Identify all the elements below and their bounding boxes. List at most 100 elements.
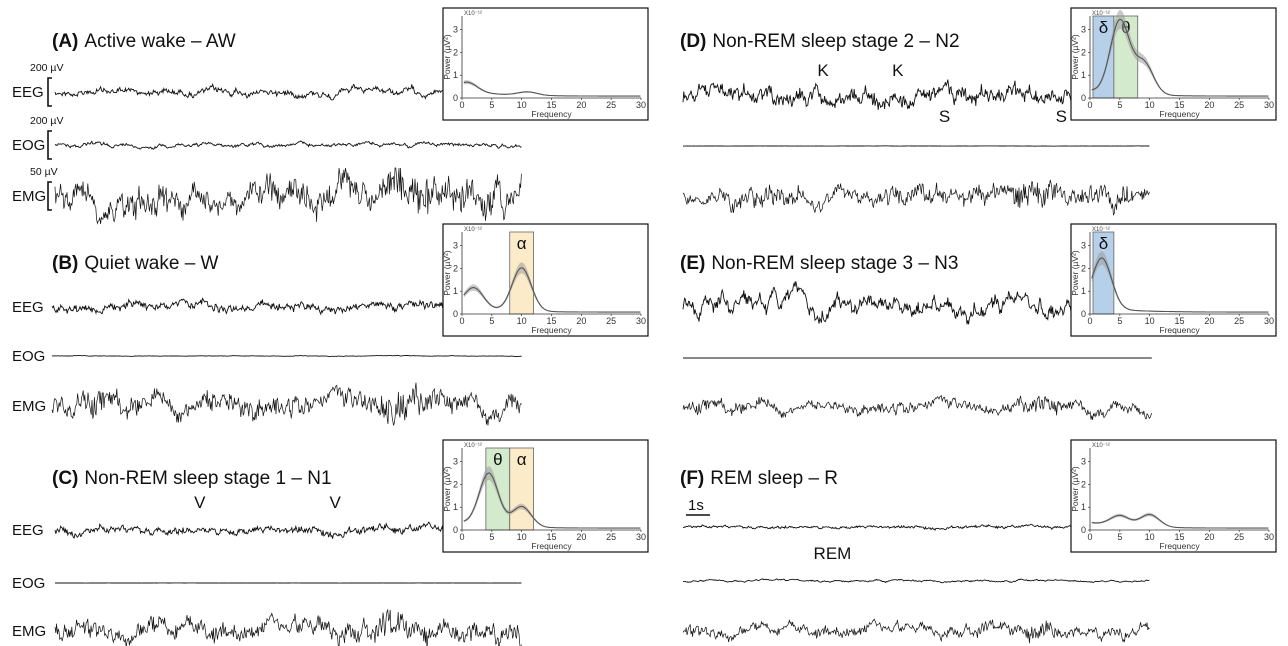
inset-y-tick: 3 — [453, 241, 458, 251]
panel-c: (C) Non-REM sleep stage 1 – N1 EEG EOG EMG V V… — [12, 439, 649, 646]
scale-bar-label: 50 µV — [30, 166, 58, 178]
channel-label: EMG — [12, 398, 46, 415]
band-symbol: δ — [1099, 234, 1108, 253]
inset-exponent: X10⁻¹² — [464, 227, 482, 233]
inset-x-tick: 5 — [489, 100, 494, 110]
power-spectrum-inset: δ 0 5 10 15 20 25 30 0 1 2 3 Frequency Power (µV²) X10… — [1070, 223, 1277, 337]
spectrum-curve — [1091, 18, 1269, 97]
event-marker: K — [817, 61, 829, 80]
inset-y-label: Power (µV²) — [1070, 250, 1080, 296]
channel-label: EMG — [12, 188, 46, 205]
inset-x-tick: 15 — [546, 532, 556, 542]
panel-title-text: Non-REM sleep stage 2 – N2 — [712, 31, 959, 52]
inset-y-tick: 2 — [453, 479, 458, 489]
inset-x-tick: 20 — [1204, 100, 1214, 110]
emg-trace — [682, 179, 1150, 216]
inset-exponent: X10⁻¹² — [1092, 11, 1110, 17]
inset-x-tick: 30 — [1264, 532, 1274, 542]
inset-y-label: Power (µV²) — [442, 34, 452, 80]
inset-x-label: Frequency — [531, 109, 572, 119]
inset-x-tick: 15 — [546, 100, 556, 110]
panel-tag: (B) — [52, 253, 78, 274]
panel-title-text: Quiet wake – W — [84, 253, 218, 274]
inset-y-tick: 0 — [1081, 525, 1086, 535]
inset-y-tick: 1 — [453, 70, 458, 80]
inset-x-tick: 5 — [1117, 100, 1122, 110]
inset-y-label: Power (µV²) — [442, 250, 452, 296]
inset-y-tick: 3 — [453, 25, 458, 35]
inset-y-label: Power (µV²) — [1070, 466, 1080, 512]
power-spectrum-inset: δθ0510152025300123FrequencyPower (µV²)X1… — [1070, 7, 1277, 121]
inset-x-tick: 25 — [1234, 100, 1244, 110]
panel-title: (D) Non-REM sleep stage 2 – N2 — [680, 31, 960, 52]
inset-x-tick: 0 — [459, 532, 464, 542]
power-spectrum-inset: 0 5 10 15 20 25 30 0 1 2 3 Frequency Power (µV²) X10⁻… — [1070, 439, 1277, 553]
inset-y-tick: 2 — [1081, 263, 1086, 273]
band-symbol: θ — [493, 450, 502, 469]
inset-exponent: X10⁻¹² — [1092, 227, 1110, 233]
inset-y-tick: 0 — [453, 309, 458, 319]
inset-y-tick: 3 — [1081, 457, 1086, 467]
inset-x-tick: 10 — [1145, 316, 1155, 326]
inset-x-tick: 0 — [459, 100, 464, 110]
inset-x-tick: 0 — [459, 316, 464, 326]
panel-d: (D)Non-REM sleep stage 2 – N2KKSSδθ05101… — [680, 7, 1277, 216]
inset-x-tick: 15 — [1174, 316, 1184, 326]
inset-x-tick: 30 — [636, 532, 646, 542]
emg-trace — [682, 395, 1153, 420]
inset-x-tick: 25 — [606, 100, 616, 110]
inset-y-tick: 1 — [453, 286, 458, 296]
power-spectrum-inset: θ α 0 5 10 15 20 25 30 0 1 2 3 Frequency Power (µV²) X1… — [442, 439, 649, 553]
inset-y-tick: 0 — [1081, 93, 1086, 103]
panel-title-text: Active wake – AW — [84, 31, 235, 52]
eog-trace — [54, 140, 522, 150]
inset-x-tick: 10 — [517, 100, 527, 110]
inset-y-tick: 0 — [453, 525, 458, 535]
panel-title-text: Non-REM sleep stage 3 – N3 — [711, 253, 958, 274]
eog-trace — [682, 578, 1150, 584]
channel-label: EEG — [12, 84, 44, 101]
channel-label: EOG — [12, 348, 45, 365]
inset-x-tick: 25 — [1234, 316, 1244, 326]
event-marker: V — [330, 493, 342, 512]
emg-trace — [54, 608, 522, 646]
inset-y-tick: 3 — [453, 457, 458, 467]
inset-x-tick: 30 — [1264, 100, 1274, 110]
scale-bar-label: 200 µV — [30, 62, 64, 74]
power-spectrum-inset: α 0 5 10 15 20 25 30 0 1 2 3 Frequency Power (µV²) X10… — [442, 223, 649, 337]
spectrum-error-band — [463, 466, 641, 529]
inset-x-tick: 30 — [1264, 316, 1274, 326]
inset-y-tick: 2 — [453, 47, 458, 57]
scale-bar — [47, 130, 52, 160]
inset-x-tick: 10 — [517, 532, 527, 542]
inset-frame — [442, 223, 649, 337]
eog-trace — [52, 354, 522, 357]
inset-frame — [1070, 439, 1277, 553]
inset-x-tick: 0 — [1087, 316, 1092, 326]
time-scale-label: 1s — [688, 497, 704, 514]
event-marker: S — [1056, 107, 1067, 126]
inset-x-tick: 0 — [1087, 532, 1092, 542]
inset-x-tick: 20 — [1204, 316, 1214, 326]
inset-x-tick: 0 — [1087, 100, 1092, 110]
inset-y-tick: 1 — [453, 502, 458, 512]
emg-trace — [54, 167, 522, 225]
inset-y-tick: 3 — [1081, 241, 1086, 251]
panel-b: (B) Quiet wake – W EEG EOG EMG α 0 5 10 15 20 25 30 0… — [12, 223, 649, 426]
panel-title: (B) Quiet wake – W — [52, 253, 219, 274]
inset-x-tick: 10 — [517, 316, 527, 326]
emg-trace — [682, 618, 1150, 644]
inset-y-tick: 1 — [1081, 286, 1086, 296]
inset-x-tick: 25 — [606, 532, 616, 542]
inset-x-tick: 30 — [636, 100, 646, 110]
inset-x-tick: 20 — [576, 532, 586, 542]
inset-y-label: Power (µV²) — [1070, 34, 1080, 80]
channel-label: EOG — [12, 575, 45, 592]
panel-title: (E) Non-REM sleep stage 3 – N3 — [680, 253, 958, 274]
spectrum-curve — [463, 81, 641, 97]
inset-x-tick: 20 — [1204, 532, 1214, 542]
channel-label: EMG — [12, 623, 46, 640]
spectrum-curve — [1091, 257, 1269, 313]
inset-x-tick: 15 — [1174, 532, 1184, 542]
